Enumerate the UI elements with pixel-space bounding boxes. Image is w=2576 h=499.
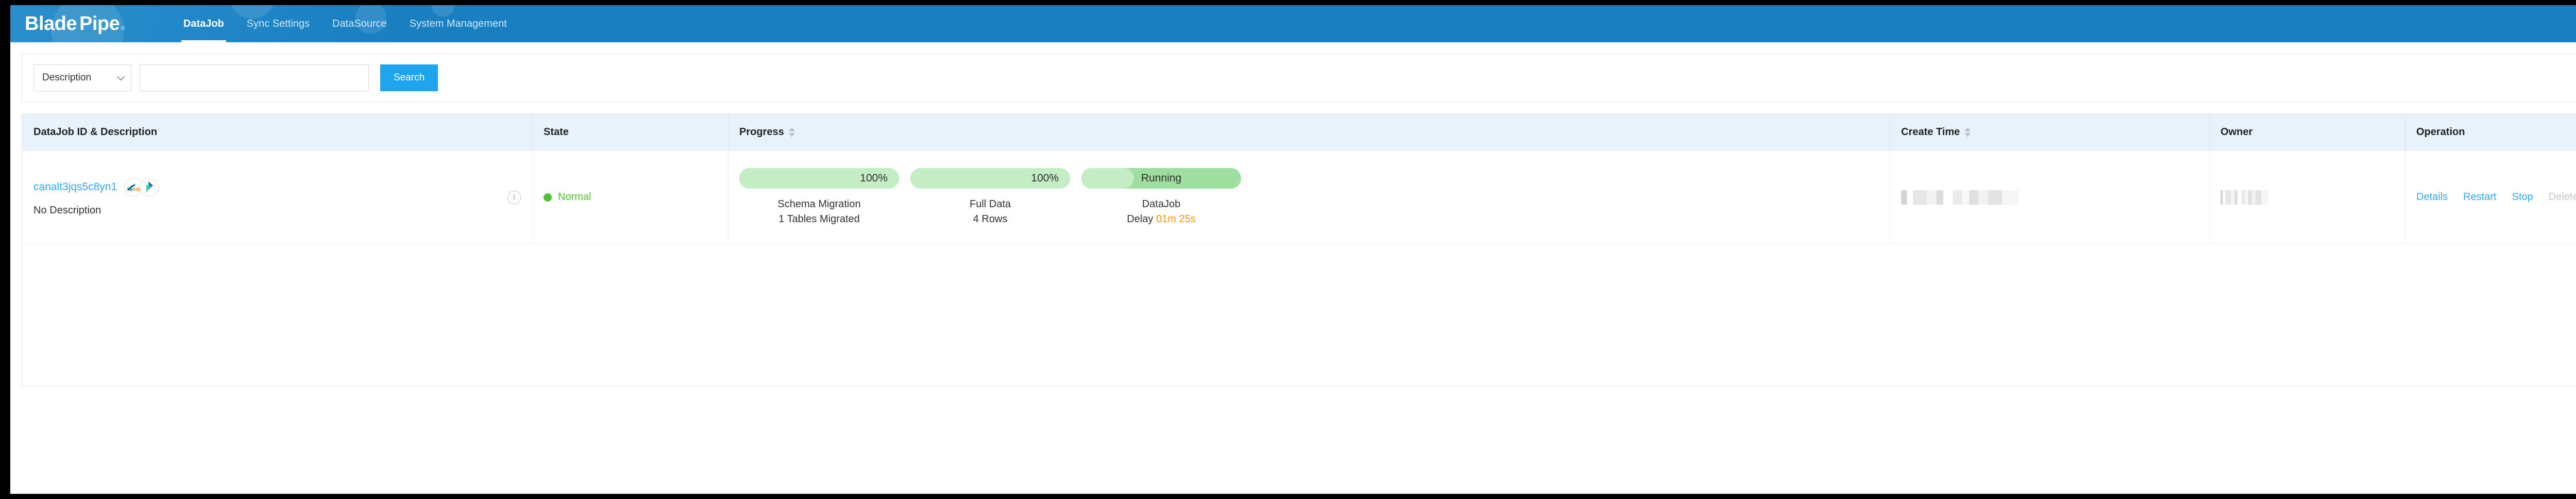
table-row: canalt3jqs5c8yn1 My SQL <box>22 151 2576 244</box>
cell-datajob-id: canalt3jqs5c8yn1 My SQL <box>22 151 532 243</box>
brand-logo-text-primary: Blade <box>25 13 77 35</box>
progress-item-full-data: 100% Full Data 4 Rows <box>910 168 1070 227</box>
progress-datajob-delay-value: 01m 25s <box>1156 213 1196 225</box>
sort-create-time-icon[interactable] <box>1964 127 1971 137</box>
column-header-state: State <box>532 114 728 151</box>
starrocks-icon <box>140 178 159 196</box>
column-header-owner: Owner <box>2209 114 2405 151</box>
cell-state: Normal <box>532 151 728 243</box>
progress-group: 100% Schema Migration 1 Tables Migrated … <box>739 168 1878 227</box>
cell-owner <box>2209 151 2405 243</box>
search-button[interactable]: Search <box>380 64 438 91</box>
progress-schema-migration-detail: 1 Tables Migrated <box>778 213 860 225</box>
tab-sync-settings[interactable]: Sync Settings <box>235 5 321 42</box>
column-header-progress[interactable]: Progress <box>728 114 1890 151</box>
status-badge-label: Normal <box>558 191 591 203</box>
tab-sync-settings-label: Sync Settings <box>246 18 310 29</box>
progress-item-schema-migration: 100% Schema Migration 1 Tables Migrated <box>739 168 899 227</box>
datajob-table-card: DataJob ID & Description State Progress … <box>22 113 2576 387</box>
column-header-datajob-id-label: DataJob ID & Description <box>33 126 158 138</box>
cell-progress: 100% Schema Migration 1 Tables Migrated … <box>728 151 1890 243</box>
sort-progress-icon[interactable] <box>788 127 795 137</box>
brand-logo[interactable]: Blade Pipe ® <box>25 14 125 34</box>
info-icon[interactable]: i <box>507 190 521 204</box>
progress-item-datajob: Running DataJob Delay 01m 25s <box>1081 168 1241 227</box>
search-field-select-value: Description <box>42 72 92 83</box>
progress-datajob-delay: Delay 01m 25s <box>1127 212 1195 227</box>
status-badge: Normal <box>544 191 591 203</box>
search-field-select[interactable]: Description <box>33 64 131 91</box>
tab-datajob-label: DataJob <box>183 18 224 29</box>
tab-datajob[interactable]: DataJob <box>172 5 235 42</box>
column-header-state-label: State <box>544 126 569 138</box>
column-header-operation-label: Operation <box>2416 126 2465 138</box>
search-input[interactable] <box>140 64 369 91</box>
progress-bar-datajob-status: Running <box>1141 172 1182 184</box>
datajob-id-link[interactable]: canalt3jqs5c8yn1 <box>33 181 117 193</box>
top-navigation-bar: Blade Pipe ® DataJob Sync Settings DataSou… <box>10 5 2576 42</box>
datajob-description: No Description <box>33 205 101 216</box>
operation-links: Details Restart Stop Delete <box>2416 191 2576 203</box>
status-dot-icon <box>544 193 552 202</box>
progress-schema-migration-stage: Schema Migration <box>777 198 861 210</box>
tab-datasource-label: DataSource <box>332 18 387 29</box>
column-header-create-time[interactable]: Create Time <box>1890 114 2209 151</box>
create-time-redacted <box>1901 190 2019 205</box>
delete-link: Delete <box>2548 191 2576 203</box>
tab-system-management[interactable]: System Management <box>398 5 518 42</box>
column-header-progress-label: Progress <box>739 126 784 138</box>
app-page: Blade Pipe ® DataJob Sync Settings DataSou… <box>10 5 2576 494</box>
progress-bar-schema-migration: 100% <box>739 168 899 189</box>
progress-full-data-detail: 4 Rows <box>973 213 1008 225</box>
mysql-icon: My SQL <box>124 178 143 196</box>
column-header-owner-label: Owner <box>2221 126 2253 138</box>
tab-system-management-label: System Management <box>409 18 507 29</box>
progress-bar-datajob: Running <box>1081 168 1241 189</box>
chevron-down-icon <box>116 73 125 81</box>
owner-redacted <box>2221 190 2268 205</box>
progress-bar-schema-migration-percent: 100% <box>860 172 888 184</box>
column-header-create-time-label: Create Time <box>1901 126 1960 138</box>
cell-operation: Details Restart Stop Delete <box>2405 151 2576 243</box>
column-header-datajob-id: DataJob ID & Description <box>22 114 532 151</box>
table-header-row: DataJob ID & Description State Progress … <box>22 114 2576 151</box>
details-link[interactable]: Details <box>2416 191 2448 203</box>
stop-link[interactable]: Stop <box>2512 191 2533 203</box>
progress-full-data-stage: Full Data <box>969 198 1011 210</box>
svg-text:SQL: SQL <box>133 187 141 192</box>
nav-tabs: DataJob Sync Settings DataSource System … <box>172 5 518 42</box>
brand-trademark: ® <box>121 25 125 31</box>
brand-logo-text-secondary: Pipe <box>79 13 120 35</box>
search-toolbar-card: Description Search + Create DataJob Batc… <box>22 54 2576 102</box>
tab-datasource[interactable]: DataSource <box>321 5 398 42</box>
column-header-operation: Operation <box>2405 114 2576 151</box>
progress-bar-full-data-percent: 100% <box>1031 172 1059 184</box>
db-connector-icons: My SQL <box>124 178 159 196</box>
svg-text:My: My <box>127 187 133 192</box>
progress-bar-full-data: 100% <box>910 168 1070 189</box>
progress-datajob-delay-label: Delay <box>1127 213 1156 225</box>
restart-link[interactable]: Restart <box>2463 191 2497 203</box>
progress-datajob-stage: DataJob <box>1142 198 1181 210</box>
cell-create-time <box>1890 151 2209 243</box>
